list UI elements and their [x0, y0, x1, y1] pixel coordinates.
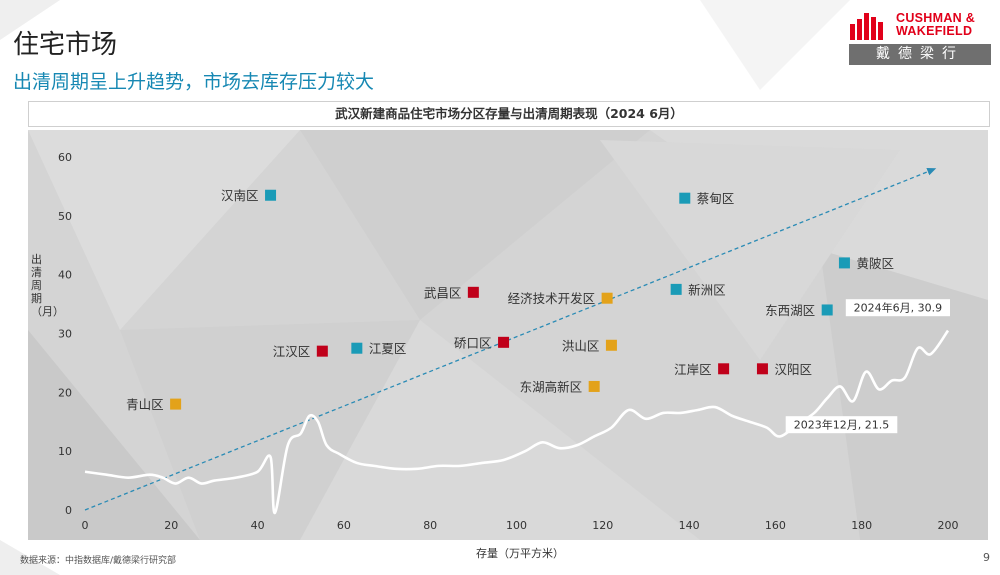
source-note: 数据来源：中指数据库/戴德梁行研究部	[20, 556, 177, 566]
logo-building-icon	[850, 13, 883, 40]
y-tick-label: 20	[58, 386, 72, 399]
x-tick-label: 0	[82, 519, 89, 532]
logo-wordmark: CUSHMAN & WAKEFIELD	[896, 12, 975, 38]
data-point	[467, 286, 479, 298]
data-point	[605, 339, 617, 351]
data-point-label: 新洲区	[688, 282, 726, 297]
x-tick-label: 120	[592, 519, 613, 532]
data-point	[718, 363, 730, 375]
y-tick-label: 10	[58, 445, 72, 458]
data-point-label: 东西湖区	[765, 303, 815, 318]
data-point	[756, 363, 768, 375]
company-logo: CUSHMAN & WAKEFIELD 戴德梁行	[848, 10, 992, 66]
chart-title: 武汉新建商品住宅市场分区存量与出清周期表现（2024 6月）	[28, 101, 990, 127]
x-tick-label: 80	[423, 519, 437, 532]
data-point-label: 江夏区	[369, 341, 407, 356]
data-point	[821, 304, 833, 316]
data-point-label: 青山区	[126, 397, 164, 412]
y-tick-label: 50	[58, 210, 72, 223]
data-point-label: 经济技术开发区	[508, 291, 596, 306]
annotation-label: 2023年12月, 21.5	[794, 418, 889, 432]
data-point-label: 江汉区	[273, 344, 311, 359]
x-tick-label: 20	[164, 519, 178, 532]
axis-tick-labels: 0 10 20 30 40 50 60 0 20 40 60 80 100 120 140 160 180 200	[58, 151, 959, 532]
x-axis-label: 存量（万平方米）	[476, 547, 564, 560]
page-subtitle: 出清周期呈上升趋势，市场去库存压力较大	[13, 71, 375, 93]
annotation-label: 2024年6月, 30.9	[854, 301, 942, 315]
data-point-label: 硚口区	[454, 335, 492, 350]
logo-text-line1: CUSHMAN &	[896, 11, 976, 25]
y-tick-label: 40	[58, 269, 72, 282]
trend-arrow-layer	[84, 168, 937, 511]
x-tick-label: 160	[765, 519, 786, 532]
data-point-label: 江岸区	[674, 362, 712, 377]
x-tick-label: 40	[251, 519, 265, 532]
annotation-box	[845, 299, 950, 317]
data-point	[170, 398, 182, 410]
x-tick-label: 180	[851, 519, 872, 532]
data-point-label: 汉阳区	[774, 362, 812, 377]
data-point	[601, 292, 613, 304]
data-point	[838, 257, 850, 269]
data-point	[316, 345, 328, 357]
data-point-label: 东湖高新区	[520, 379, 583, 394]
data-point-label: 汉南区	[221, 188, 259, 203]
annotation-box	[785, 416, 898, 434]
data-point-label: 蔡甸区	[697, 191, 735, 206]
y-tick-label: 30	[58, 328, 72, 341]
x-tick-label: 60	[337, 519, 351, 532]
logo-text-line2: WAKEFIELD	[896, 24, 973, 38]
x-tick-label: 200	[938, 519, 959, 532]
data-point-label: 武昌区	[424, 285, 462, 300]
data-point	[679, 192, 691, 204]
y-axis-label: 出清周期（月）	[31, 253, 64, 318]
y-tick-label: 0	[65, 504, 72, 517]
data-point	[670, 283, 682, 295]
data-point	[351, 342, 363, 354]
page-title: 住宅市场	[13, 30, 118, 60]
data-point-label: 黄陂区	[856, 256, 894, 271]
x-tick-label: 100	[506, 519, 527, 532]
trend-arrow	[84, 168, 937, 511]
page-number: 9	[983, 551, 990, 564]
data-point	[265, 189, 277, 201]
data-point	[498, 336, 510, 348]
data-point	[588, 380, 600, 392]
data-point-label: 洪山区	[562, 338, 600, 353]
trend-line-layer	[84, 329, 950, 515]
x-tick-label: 140	[679, 519, 700, 532]
logo-cn: 戴德梁行	[849, 44, 991, 65]
clearance-trend-line	[84, 329, 950, 515]
annotation-layer: 2024年6月, 30.9 2023年12月, 21.5	[785, 299, 950, 434]
y-tick-label: 60	[58, 151, 72, 164]
